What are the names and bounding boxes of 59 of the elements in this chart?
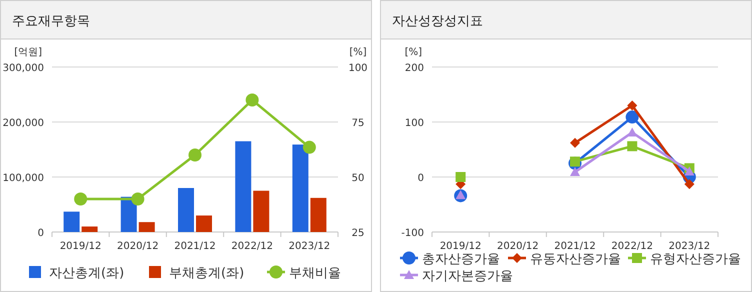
- point: [627, 141, 638, 152]
- y-axis-title: [%]: [404, 47, 422, 58]
- chart-title: 주요재무항목: [12, 14, 90, 29]
- bar: [310, 198, 326, 232]
- bar: [253, 190, 270, 232]
- x-tick-label: 2019/12: [60, 241, 102, 252]
- point: [570, 156, 580, 167]
- y-tick-label: 300,000: [2, 63, 44, 74]
- point: [246, 94, 259, 106]
- point: [456, 190, 466, 200]
- bar: [82, 226, 98, 232]
- x-tick-label: 2022/12: [611, 241, 653, 252]
- y2-tick-label: 100: [348, 63, 368, 74]
- x-tick-label: 2023/12: [288, 241, 330, 252]
- legend-label: 자기자본증가율: [422, 269, 513, 284]
- legend-label: 유형자산증가율: [650, 252, 741, 267]
- y2-axis-title: [%]: [349, 47, 367, 58]
- point: [627, 100, 638, 110]
- legend-label: 부채총계(좌): [169, 266, 244, 281]
- x-tick-label: 2021/12: [554, 241, 596, 252]
- point: [74, 192, 88, 206]
- point: [684, 179, 694, 190]
- point: [627, 127, 638, 136]
- point: [456, 172, 466, 182]
- chart-title: 자산성장성지표: [392, 14, 483, 29]
- point: [570, 138, 580, 148]
- y-tick-label: 100,000: [2, 173, 44, 184]
- bar: [64, 212, 80, 232]
- y-tick-label: 200,000: [2, 118, 44, 129]
- point: [626, 110, 639, 124]
- y-tick-label: 200: [404, 63, 424, 74]
- bar: [138, 222, 155, 232]
- legend-label: 자산총계(좌): [49, 266, 124, 281]
- y2-tick-label: 50: [352, 173, 364, 184]
- x-tick-label: 2023/12: [668, 241, 710, 252]
- y2-tick-label: 75: [352, 118, 364, 129]
- point: [302, 140, 316, 154]
- point: [684, 166, 694, 176]
- y-tick-label: 100: [404, 118, 424, 129]
- point: [188, 148, 202, 162]
- y-tick-label: 0: [418, 173, 424, 184]
- legend-label: 부채비율: [289, 266, 341, 281]
- y2-tick-label: 25: [352, 228, 364, 239]
- bar: [235, 141, 252, 232]
- x-tick-label: 2020/12: [117, 241, 159, 252]
- bar: [178, 188, 194, 232]
- x-tick-label: 2020/12: [497, 241, 539, 252]
- x-tick-label: 2019/12: [440, 241, 482, 252]
- bar: [292, 144, 308, 232]
- y-axis-title: [억원]: [14, 47, 42, 58]
- legend-label: 유동자산증가율: [530, 252, 621, 267]
- x-tick-label: 2022/12: [231, 241, 273, 252]
- y-tick-label: 0: [38, 228, 44, 239]
- bar: [196, 216, 212, 232]
- legend-label: 총자산증가율: [422, 252, 500, 267]
- x-tick-label: 2021/12: [174, 241, 216, 252]
- y-tick-label: -100: [401, 228, 424, 239]
- point: [570, 167, 580, 176]
- point: [131, 192, 144, 206]
